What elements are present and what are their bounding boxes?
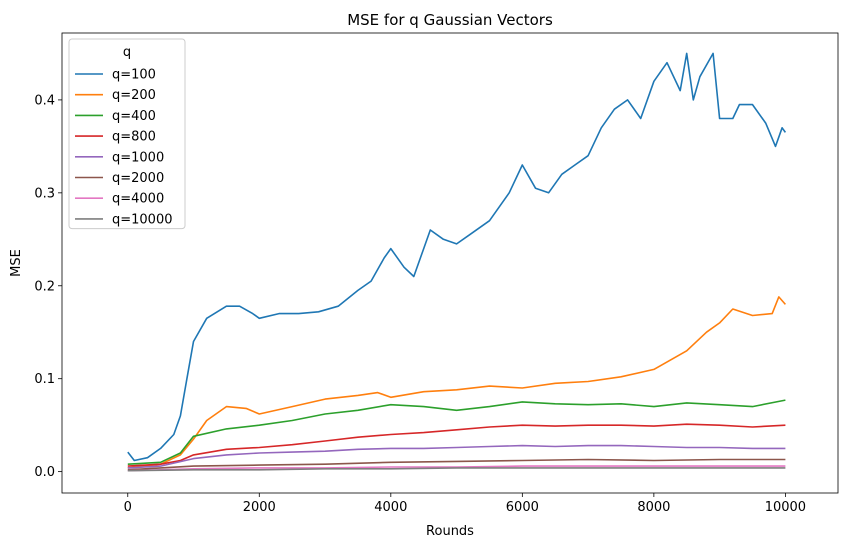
x-tick-label: 0 <box>124 500 132 515</box>
x-tick-label: 10000 <box>765 500 806 515</box>
legend: q q=100 q=200 q=400 q=800 q=1000 q=2000 q=4000 q… <box>68 38 186 230</box>
series-line-3 <box>127 399 786 465</box>
y-tick-label: 0.3 <box>34 186 55 201</box>
legend-label: q=10000 <box>112 212 173 227</box>
plot-frame <box>61 32 839 494</box>
series-line-2 <box>127 296 787 469</box>
x-tick-label: 4000 <box>374 500 407 515</box>
legend-label: q=1000 <box>112 150 164 165</box>
x-tick-label: 8000 <box>637 500 670 515</box>
x-axis-label: Rounds <box>426 524 474 539</box>
y-tick-label: 0.4 <box>34 93 55 108</box>
series-line-4 <box>127 423 786 467</box>
chart-title: MSE for q Gaussian Vectors <box>347 11 553 29</box>
legend-label: q=2000 <box>112 171 164 186</box>
x-tick-label: 6000 <box>506 500 539 515</box>
series-layer <box>127 52 787 472</box>
legend-label: q=400 <box>112 109 156 124</box>
x-tick-label: 2000 <box>243 500 276 515</box>
y-tick-label: 0.0 <box>34 465 55 480</box>
series-line-5 <box>127 444 786 469</box>
legend-label: q=200 <box>112 88 156 103</box>
legend-label: q=800 <box>112 130 156 145</box>
series-line-7 <box>127 465 786 472</box>
legend-title: q <box>123 45 131 60</box>
y-axis-label: MSE <box>9 249 24 277</box>
series-line-1 <box>127 52 787 462</box>
legend-label: q=100 <box>112 68 156 83</box>
legend-box <box>68 38 186 230</box>
legend-label: q=4000 <box>112 192 164 207</box>
series-line-8 <box>127 467 786 472</box>
series-line-6 <box>127 458 786 471</box>
y-tick-label: 0.1 <box>34 372 55 387</box>
y-tick-label: 0.2 <box>34 279 55 294</box>
x-axis: 0 2000 4000 6000 8000 10000 <box>124 493 806 515</box>
y-axis: 0.0 0.1 0.2 0.3 0.4 <box>34 93 62 480</box>
